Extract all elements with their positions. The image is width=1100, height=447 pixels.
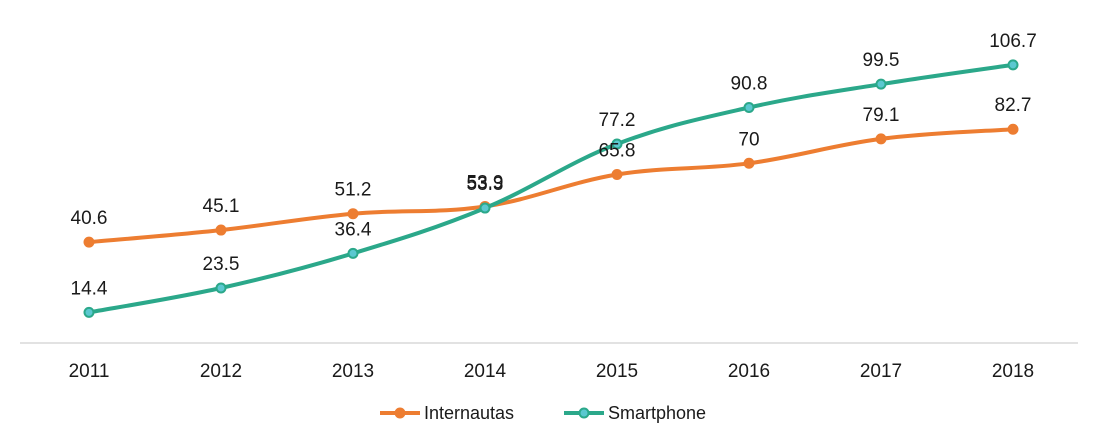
x-tick-2016: 2016 (728, 361, 770, 382)
data-label-smartphone-2018: 106.7 (989, 31, 1037, 52)
point-smartphone-2011 (83, 306, 95, 318)
data-label-smartphone-2015: 77.2 (599, 110, 636, 131)
legend-item-internautas: Internautas (380, 403, 514, 423)
point-smartphone-2014 (479, 202, 491, 214)
x-tick-2012: 2012 (200, 361, 242, 382)
data-label-smartphone-2012: 23.5 (203, 254, 240, 275)
x-tick-2018: 2018 (992, 361, 1034, 382)
data-label-internautas-2011: 40.6 (71, 208, 108, 229)
legend-marker-smartphone (578, 407, 590, 419)
series-line-internautas (87, 127, 1015, 245)
point-internautas-2015 (611, 169, 623, 181)
data-label-internautas-2013: 51.2 (335, 180, 372, 201)
legend-item-smartphone: Smartphone (564, 403, 706, 423)
point-smartphone-2016 (743, 101, 755, 113)
point-internautas-2012 (215, 224, 227, 236)
point-smartphone-2015 (611, 138, 623, 150)
x-tick-2017: 2017 (860, 361, 902, 382)
legend-marker-internautas (394, 407, 406, 419)
data-label-smartphone-2013: 36.4 (335, 219, 372, 240)
x-tick-2014: 2014 (464, 361, 507, 382)
x-tick-labels: 2011 2012 2013 2014 2015 2016 2017 2018 (69, 361, 1035, 382)
data-label-smartphone-2011: 14.4 (71, 278, 108, 299)
x-tick-2013: 2013 (332, 361, 374, 382)
point-internautas-2017 (875, 133, 887, 145)
legend-label-smartphone: Smartphone (608, 403, 706, 423)
x-tick-2011: 2011 (69, 361, 110, 382)
point-internautas-2016 (743, 157, 755, 169)
point-smartphone-2017 (875, 78, 887, 90)
data-label-internautas-2017: 79.1 (863, 105, 900, 126)
data-label-internautas-2014: 53.9 (467, 172, 504, 193)
series-line-smartphone (87, 62, 1015, 315)
data-labels: 40.6 45.1 51.2 53.9 65.8 70 79.1 82.7 14.4 23.5 36… (71, 31, 1037, 300)
point-internautas-2013 (347, 208, 359, 220)
data-label-internautas-2016: 70 (738, 129, 759, 150)
point-smartphone-2018 (1007, 59, 1019, 71)
point-smartphone-2013 (347, 247, 359, 259)
data-label-internautas-2012: 45.1 (203, 196, 240, 217)
data-label-smartphone-2014: 53.3 (467, 174, 504, 195)
point-internautas-2011 (83, 236, 95, 248)
x-tick-2015: 2015 (596, 361, 638, 382)
series-internautas (83, 123, 1019, 248)
legend-label-internautas: Internautas (424, 403, 514, 423)
series-layer (83, 59, 1019, 318)
legend: Internautas Smartphone (380, 403, 706, 423)
data-label-smartphone-2016: 90.8 (731, 73, 768, 94)
point-smartphone-2012 (215, 282, 227, 294)
data-label-smartphone-2017: 99.5 (863, 50, 900, 71)
data-label-internautas-2015: 65.8 (599, 141, 636, 162)
data-label-internautas-2018: 82.7 (995, 95, 1032, 116)
series-smartphone (83, 59, 1019, 318)
point-internautas-2018 (1007, 123, 1019, 135)
